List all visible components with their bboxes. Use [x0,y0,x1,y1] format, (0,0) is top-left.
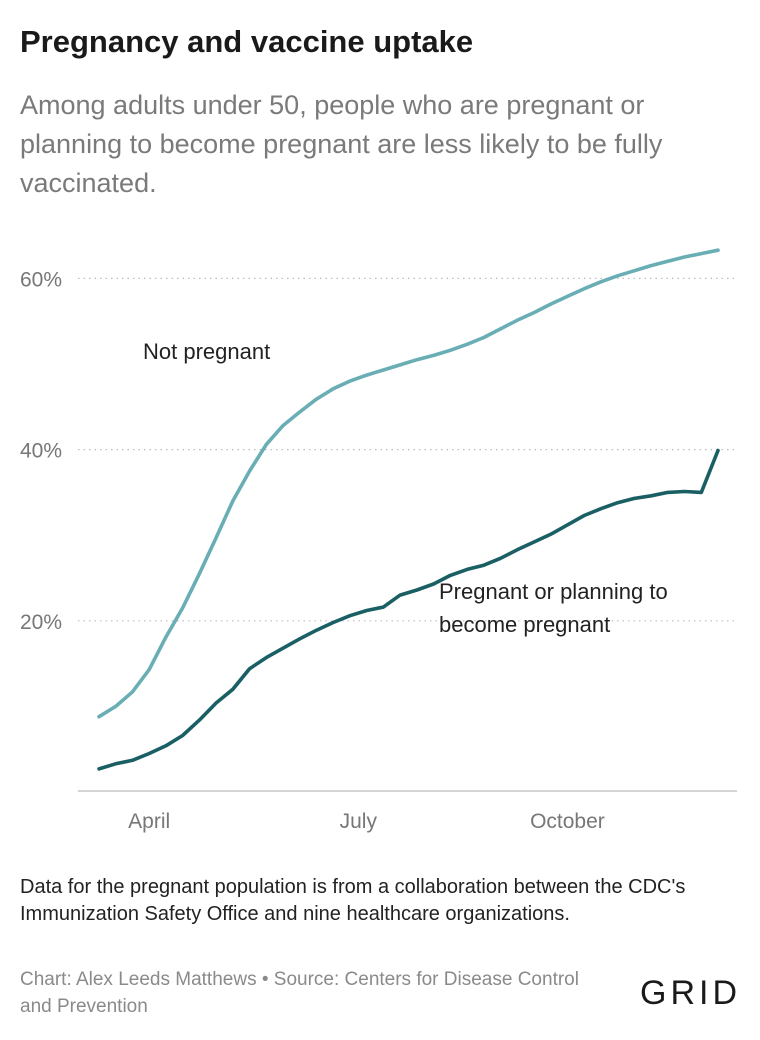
series-line-not-pregnant [97,248,720,719]
grid-logo: GRID [640,974,741,1010]
y-tick-label: 20% [20,611,62,634]
label-not-pregnant: Not pregnant [143,339,270,364]
line-chart: 20%40%60% April July October Not pregnant … [20,248,737,833]
series-lines [97,248,720,771]
x-tick-label: July [340,810,378,833]
chart-subtitle: Among adults under 50, people who are pr… [20,90,663,198]
label-pregnant-line2: become pregnant [439,612,610,637]
series-line-pregnant [97,448,720,771]
data-note: Data for the pregnant population is from… [20,876,686,925]
x-tick-labels: April July October [128,810,605,833]
grid-lines [78,277,737,622]
label-pregnant-line1: Pregnant or planning to [439,579,668,604]
y-tick-label: 60% [20,268,62,291]
source-credits: Chart: Alex Leeds Matthews • Source: Cen… [20,969,579,1017]
svg-text:GRID: GRID [640,974,741,1010]
y-tick-label: 40% [20,440,62,463]
x-tick-label: October [530,810,605,833]
x-tick-label: April [128,810,170,833]
y-tick-labels: 20% 40% 60% [20,268,62,633]
chart-title: Pregnancy and vaccine uptake [20,24,474,59]
